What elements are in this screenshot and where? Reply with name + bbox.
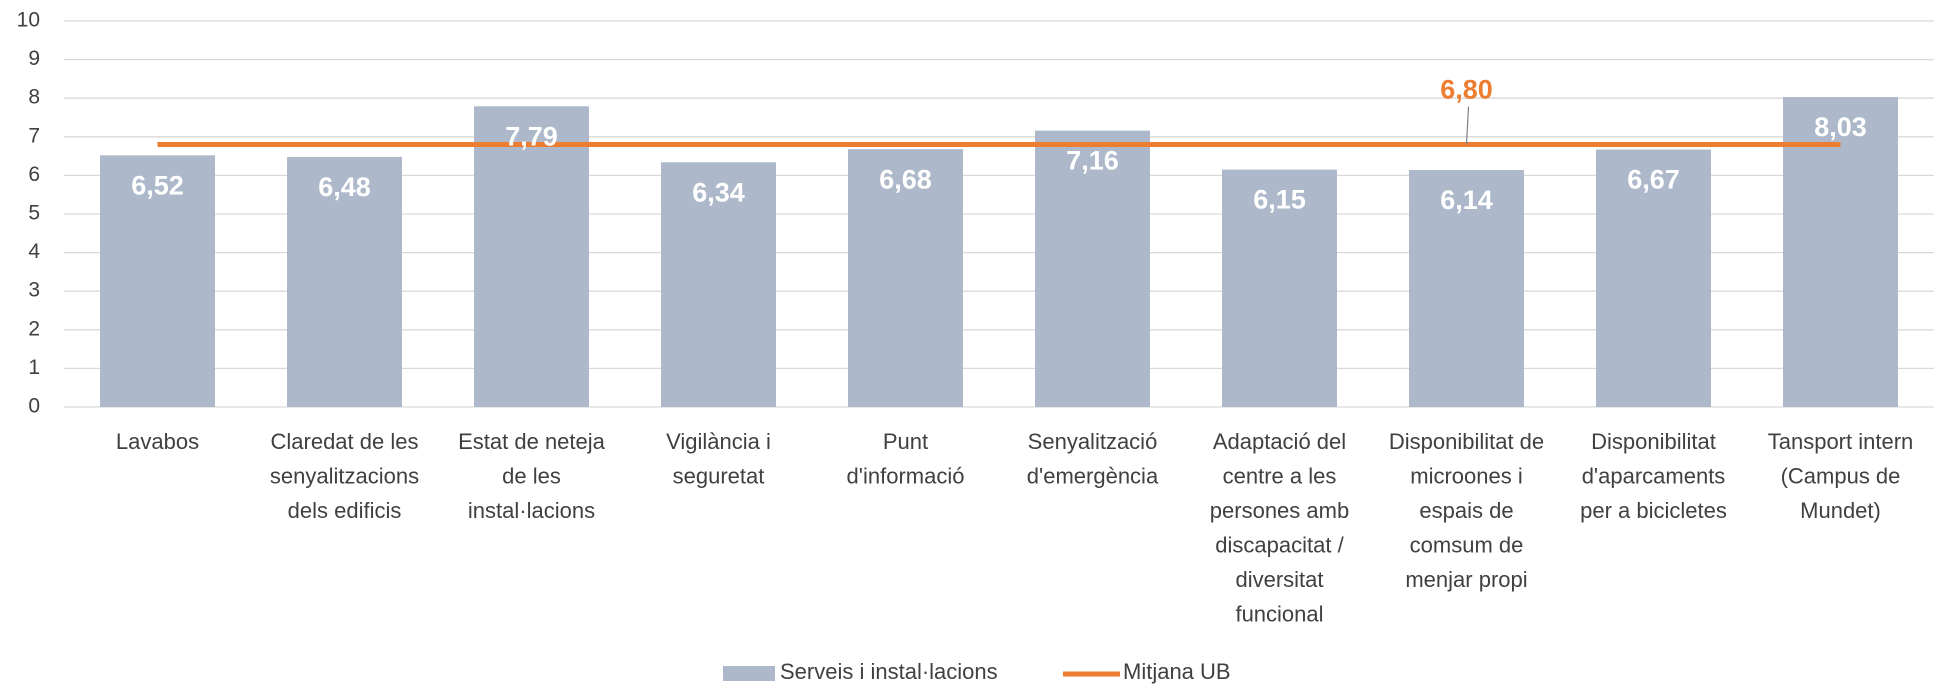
x-tick-label: Tansport intern (Campus de Mundet) [1768,429,1914,523]
y-tick-label: 3 [28,279,40,302]
x-tick-line: d'emergència [1027,463,1159,488]
x-tick-line: diversitat [1235,567,1323,592]
bar [1783,97,1898,408]
x-tick-line: Senyalització [1028,429,1158,454]
y-tick-label: 7 [28,124,40,147]
bar-label: 6,48 [318,172,371,202]
x-tick-line: Punt [883,429,928,454]
y-tick-label: 9 [28,47,40,70]
x-tick-label: Lavabos [116,429,199,454]
x-tick-line: per a bicicletes [1580,498,1727,523]
y-tick-label: 2 [28,317,40,340]
x-tick-label: Punt d'informació [847,429,965,489]
bar [1222,169,1337,407]
x-tick-line: menjar propi [1405,567,1527,592]
bar-label: 7,79 [505,121,558,151]
label-leader [1465,106,1470,145]
legend-swatch [723,666,775,681]
bar [100,155,215,407]
bar [661,162,776,407]
x-tick-label: Disponibilitat d'aparcaments per a bicicle… [1580,429,1727,523]
x-tick-line: instal·lacions [468,498,595,523]
x-tick-line: Claredat de les [271,429,419,454]
x-tick-line: (Campus de [1781,463,1901,488]
x-tick-line: Adaptació del [1213,429,1346,454]
y-tick-label: 8 [28,86,40,109]
x-tick-line: persones amb [1210,498,1349,523]
x-tick-label: Senyalització d'emergència [1027,429,1159,489]
bar [287,156,402,407]
x-tick-line: Vigilància i [666,429,771,454]
x-tick-line: Estat de neteja [458,429,606,454]
bar-label: 6,68 [879,164,932,194]
x-tick-line: de les [502,463,561,488]
bar [848,149,963,408]
x-tick-label: Vigilància i seguretat [666,429,771,489]
x-tick-line: Tansport intern [1768,429,1914,454]
bar-label: 8,03 [1814,112,1867,142]
x-tick-line: Mundet) [1800,498,1881,523]
bar [1596,149,1711,407]
y-tick-label: 0 [28,395,40,418]
x-tick-line: comsum de [1410,532,1524,557]
line-label: 6,80 [1440,75,1493,105]
bar [1409,169,1524,407]
x-tick-line: dels edificis [288,498,402,523]
bar-label: 6,67 [1627,165,1680,195]
x-tick-line: centre a les [1223,463,1337,488]
y-tick-label: 4 [28,240,40,263]
legend-label: Serveis i instal·lacions [780,659,998,684]
bar [1035,130,1150,407]
x-tick-line: senyalitzacions [270,463,419,488]
bar-label: 6,34 [692,177,745,207]
bar-label: 6,15 [1253,185,1306,215]
x-tick-line: discapacitat / [1215,532,1344,557]
x-tick-label: Estat de neteja de les instal·lacions [458,429,606,523]
x-tick-label: Claredat de les senyalitzacions dels edifi… [270,429,419,523]
x-tick-label: Adaptació del centre a les persones amb dis… [1210,429,1349,627]
bar-label: 7,16 [1066,146,1119,176]
y-tick-label: 10 [17,9,40,32]
x-tick-line: seguretat [673,463,765,488]
y-tick-label: 1 [28,356,40,379]
x-tick-line: d'informació [847,463,965,488]
bar-label: 6,52 [131,170,184,200]
x-tick-line: espais de [1419,498,1513,523]
x-tick-line: Disponibilitat de [1389,429,1544,454]
x-tick-line: Lavabos [116,429,199,454]
x-tick-label: Disponibilitat de microones i espais de com… [1389,429,1544,592]
x-tick-line: microones i [1410,463,1522,488]
bar-label: 6,14 [1440,185,1493,215]
x-tick-line: Disponibilitat [1591,429,1716,454]
x-tick-line: funcional [1235,601,1323,626]
y-tick-label: 6 [28,163,40,186]
bar [474,106,589,407]
x-tick-line: d'aparcaments [1582,463,1726,488]
y-tick-label: 5 [28,202,40,225]
legend-label: Mitjana UB [1123,659,1231,684]
